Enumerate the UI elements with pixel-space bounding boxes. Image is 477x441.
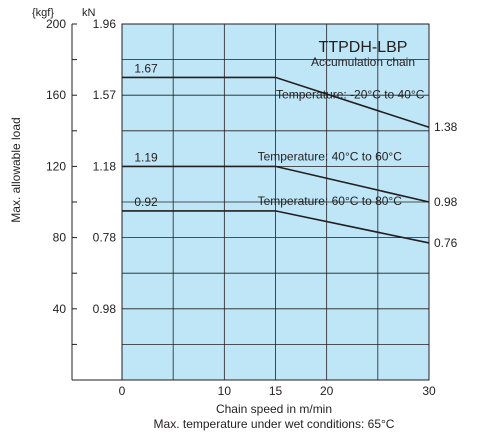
series-name-label: Temperature: -20°C to 40°C <box>276 87 425 101</box>
x-axis-title: Chain speed in m/min <box>216 402 332 416</box>
series-name-label: Temperature: 60°C to 80°C <box>258 194 403 208</box>
series-name-label: Temperature: 40°C to 60°C <box>258 149 403 163</box>
series-line <box>122 76 430 129</box>
series-line <box>122 210 430 244</box>
axes: 40 80 120 160 200 1.96 1.57 1.18 0.78 0.98 0 10 15 20… <box>46 17 436 398</box>
y-tick-label-kgf: 80 <box>53 231 67 245</box>
y-tick-label-kgf: 40 <box>53 302 67 316</box>
series-start-label: 0.92 <box>134 195 158 209</box>
series-end-label: 0.98 <box>434 195 458 209</box>
series-end-label: 0.76 <box>434 236 458 250</box>
y-tick-label-kn: 1.57 <box>93 88 117 102</box>
series-end-label: 1.38 <box>434 120 458 134</box>
series-start-label: 1.67 <box>134 61 158 75</box>
y-tick-label-kn: 0.78 <box>93 231 117 245</box>
x-tick-label: 15 <box>269 384 283 398</box>
x-tick-label: 30 <box>422 384 436 398</box>
chart-subtitle: Accumulation chain <box>311 55 415 69</box>
x-tick-label: 10 <box>218 384 232 398</box>
series-line <box>122 165 430 203</box>
y-axis-title: Max. allowable load <box>9 117 23 222</box>
x-tick-label: 20 <box>320 384 334 398</box>
y-tick-label-kn: 1.96 <box>93 17 117 31</box>
series-group: 1.67 1.38 Temperature: -20°C to 40°C 1.19 0.… <box>122 61 458 250</box>
y-tick-label-kn: 1.18 <box>93 159 117 173</box>
y-unit-left-label: {kgf} <box>32 7 54 19</box>
y-tick-label-kn: 0.98 <box>93 302 117 316</box>
series-start-label: 1.19 <box>134 150 158 164</box>
y-unit-right-label: kN <box>82 7 96 19</box>
x-tick-label: 0 <box>119 384 126 398</box>
chart-title: TTPDH-LBP <box>319 39 408 56</box>
x-axis-note: Max. temperature under wet conditions: 6… <box>154 417 395 431</box>
y-tick-label-kgf: 200 <box>46 17 66 31</box>
y-tick-label-kgf: 120 <box>46 159 66 173</box>
y-tick-label-kgf: 160 <box>46 88 66 102</box>
